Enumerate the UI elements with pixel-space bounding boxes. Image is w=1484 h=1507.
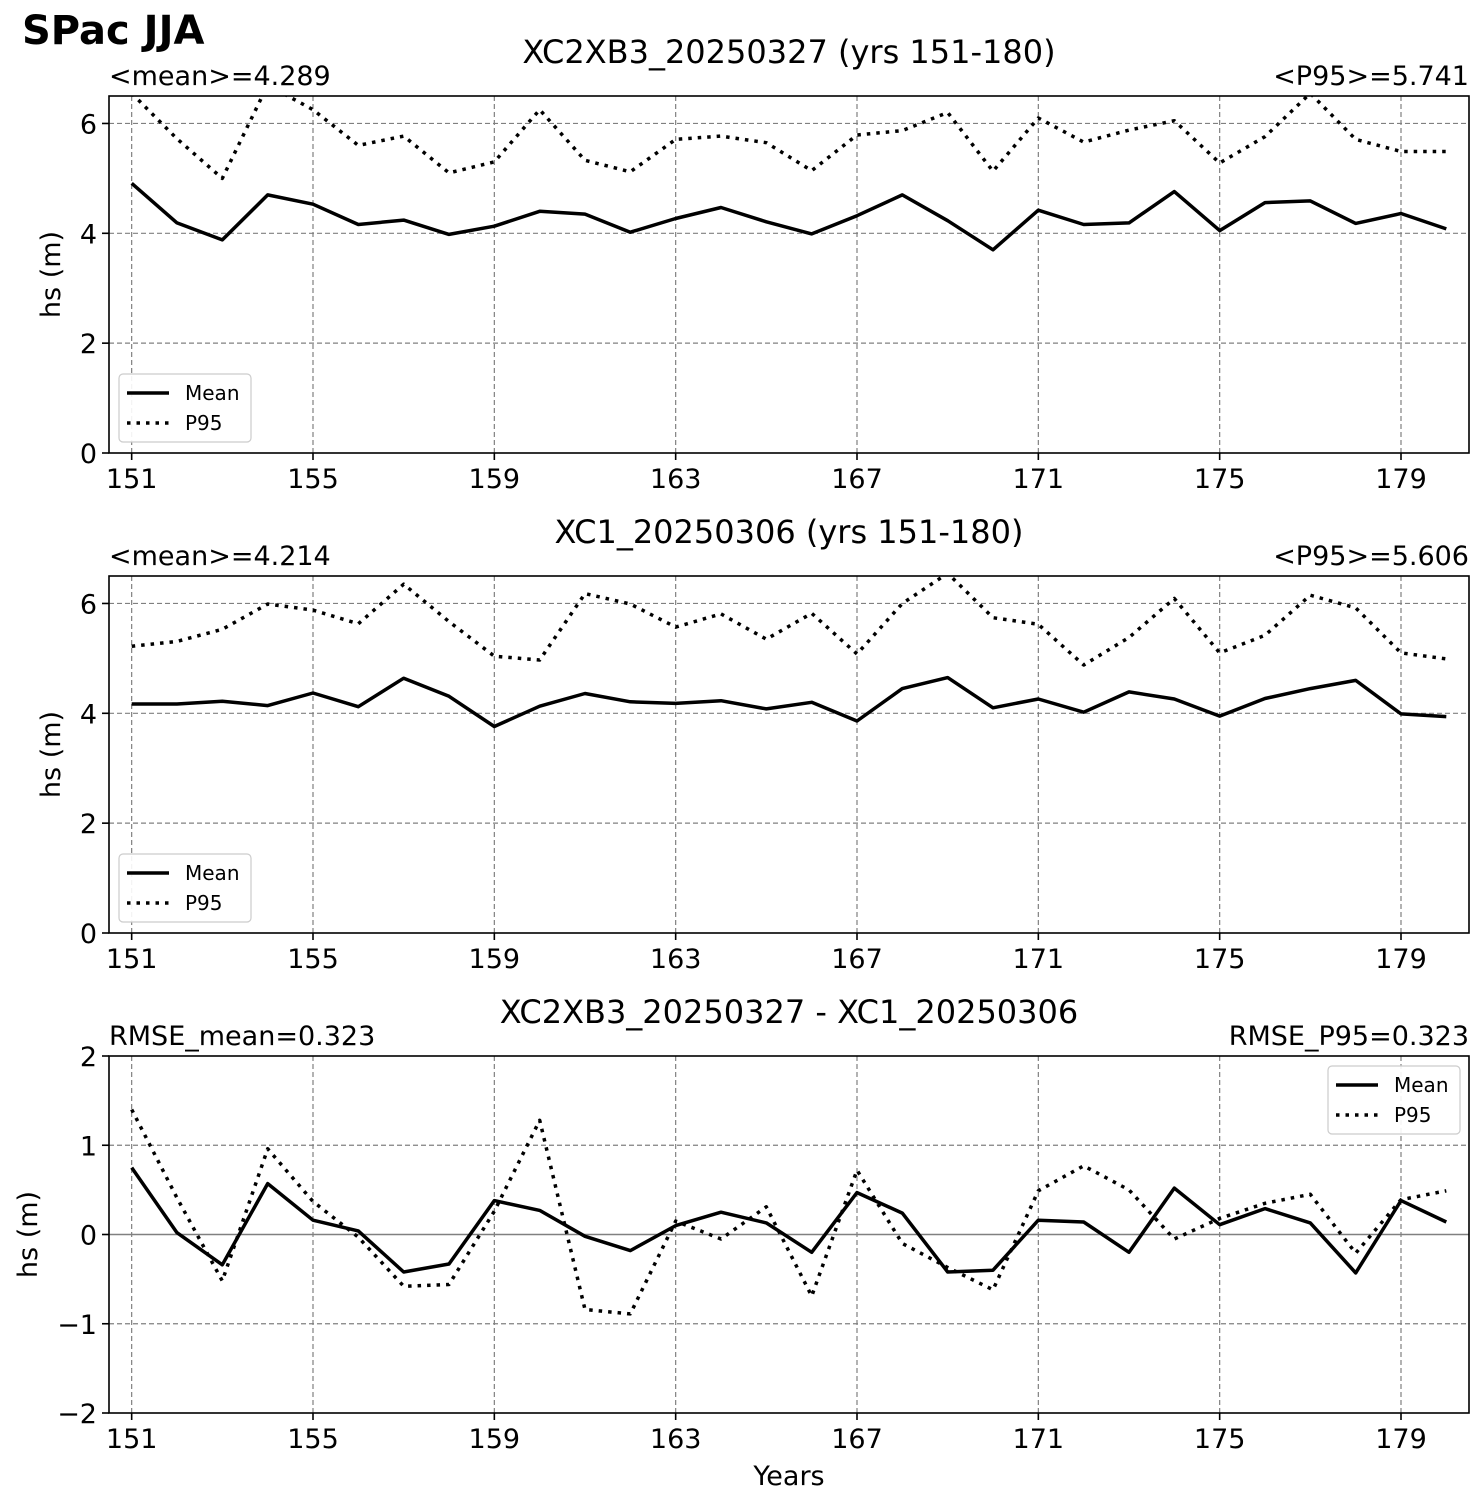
legend-p95-label: P95 (185, 411, 223, 435)
right-annotation: <P95>=5.606 (1273, 541, 1469, 572)
x-tick-label: 163 (650, 944, 702, 975)
y-tick-label: 2 (80, 809, 97, 840)
y-tick-label: 2 (80, 329, 97, 360)
y-tick-label: 0 (80, 439, 97, 470)
series-p95-line (131, 576, 1447, 667)
y-tick-label: 6 (80, 589, 97, 620)
y-tick-label: 6 (80, 109, 97, 140)
legend: Mean P95 (1327, 1065, 1461, 1135)
y-tick-label: 0 (80, 919, 97, 950)
series-mean-line (130, 181, 1447, 252)
x-tick-label: 159 (469, 944, 521, 975)
x-tick-label: 159 (469, 1424, 521, 1455)
axes-frame (108, 575, 1470, 934)
x-tick-label: 167 (831, 464, 883, 495)
y-axis-label: hs (m) (36, 231, 67, 318)
left-annotation: <mean>=4.214 (109, 541, 331, 572)
x-tick-label: 171 (1013, 1424, 1065, 1455)
series-p95-line (131, 96, 1447, 181)
y-tick-label: 4 (80, 219, 97, 250)
legend-p95-label: P95 (1394, 1103, 1432, 1127)
x-tick-label: 171 (1013, 944, 1065, 975)
x-tick-label: 171 (1013, 464, 1065, 495)
legend-mean-label: Mean (1394, 1073, 1449, 1097)
legend-box (1327, 1065, 1461, 1135)
legend: Mean P95 (118, 373, 252, 443)
x-tick-label: 167 (831, 944, 883, 975)
legend-box (118, 853, 252, 923)
legend: Mean P95 (118, 853, 252, 923)
legend-p95-label: P95 (185, 891, 223, 915)
legend-mean-label: Mean (185, 381, 240, 405)
subplot-title: XC2XB3_20250327 - XC1_20250306 (500, 993, 1078, 1031)
x-tick-label: 179 (1375, 1424, 1427, 1455)
x-tick-label: 167 (831, 1424, 883, 1455)
x-tick-label: 163 (650, 1424, 702, 1455)
legend-box (118, 373, 252, 443)
x-tick-label: 175 (1194, 464, 1246, 495)
y-tick-label: 0 (80, 1221, 97, 1252)
y-tick-label: 2 (80, 1042, 97, 1073)
y-tick-label: −2 (57, 1399, 97, 1430)
left-annotation: <mean>=4.289 (109, 61, 331, 92)
y-axis-label: hs (m) (13, 1191, 44, 1278)
subplot-title: XC1_20250306 (yrs 151-180) (555, 513, 1024, 551)
y-tick-label: 1 (80, 1131, 97, 1162)
x-tick-label: 175 (1194, 1424, 1246, 1455)
right-annotation: <P95>=5.741 (1273, 61, 1469, 92)
y-tick-label: −1 (57, 1310, 97, 1341)
subplot-title: XC2XB3_20250327 (yrs 151-180) (522, 33, 1055, 71)
legend-mean-label: Mean (185, 861, 240, 885)
x-tick-label: 179 (1375, 944, 1427, 975)
x-axis-label: Years (752, 1461, 824, 1492)
axes-frame (108, 95, 1470, 454)
y-axis-label: hs (m) (36, 711, 67, 798)
left-annotation: RMSE_mean=0.323 (109, 1021, 375, 1052)
x-tick-label: 179 (1375, 464, 1427, 495)
x-tick-label: 155 (287, 464, 339, 495)
x-tick-label: 151 (106, 944, 158, 975)
x-tick-label: 155 (287, 1424, 339, 1455)
x-tick-label: 175 (1194, 944, 1246, 975)
subplot-2: 151 155 159 163 167 171 175 179 0 2 4 6 hs (m) XC1_20… (36, 513, 1470, 975)
subplot-3: 151 155 159 163 167 171 175 179 −2 −1 0 1 2 hs (m) Yea… (13, 993, 1470, 1492)
x-tick-label: 155 (287, 944, 339, 975)
figure-title: SPac JJA (22, 8, 205, 54)
series-mean-line (131, 675, 1447, 729)
series-mean-line (130, 1166, 1448, 1275)
x-tick-label: 159 (469, 464, 521, 495)
right-annotation: RMSE_P95=0.323 (1229, 1021, 1469, 1052)
series-p95-line (130, 1108, 1447, 1316)
x-tick-label: 151 (106, 1424, 158, 1455)
subplot-1: 151 155 159 163 167 171 175 179 0 2 4 6 hs (m) XC2XB3… (36, 33, 1470, 495)
x-tick-label: 163 (650, 464, 702, 495)
y-tick-label: 4 (80, 699, 97, 730)
x-tick-label: 151 (106, 464, 158, 495)
